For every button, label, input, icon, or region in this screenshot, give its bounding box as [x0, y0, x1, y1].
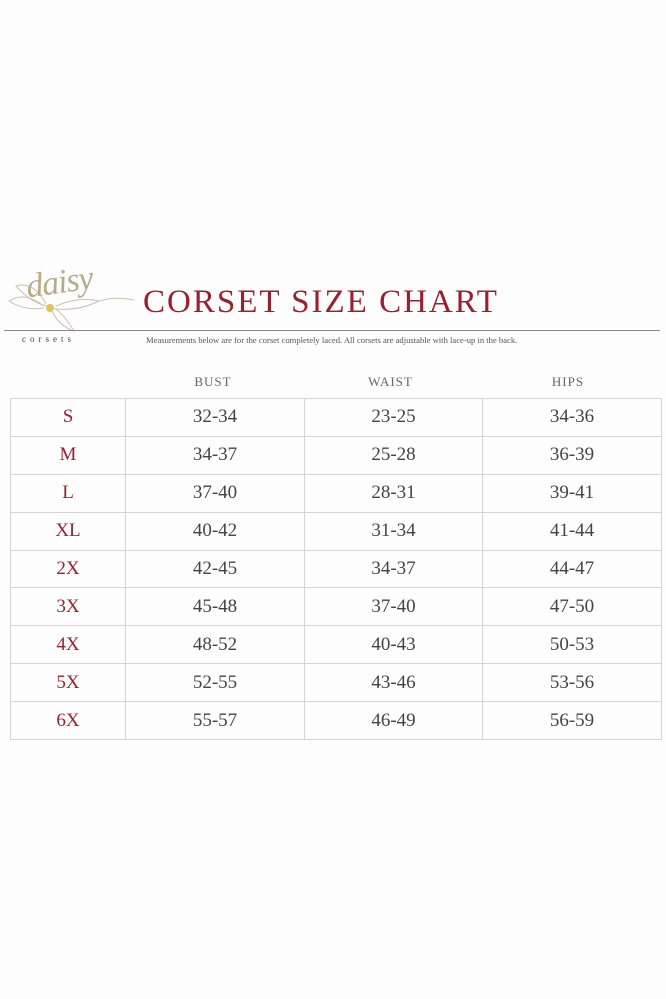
bust-cell: 40-42 — [125, 511, 305, 551]
table-row: 6X 55-57 46-49 56-59 — [10, 701, 662, 741]
logo-subtitle: corsets — [22, 334, 75, 344]
daisy-corsets-logo: daisy corsets — [4, 256, 139, 348]
waist-cell: 43-46 — [304, 663, 483, 703]
table-row: S 32-34 23-25 34-36 — [10, 398, 662, 437]
header-waist: WAIST — [368, 374, 413, 389]
waist-cell: 25-28 — [304, 435, 483, 475]
bust-cell: 52-55 — [125, 663, 305, 703]
subtitle: Measurements below are for the corset co… — [146, 335, 518, 345]
hips-cell: 41-44 — [482, 511, 662, 551]
table-row: 5X 52-55 43-46 53-56 — [10, 663, 662, 703]
size-cell: 3X — [10, 587, 126, 627]
hips-cell: 50-53 — [482, 625, 662, 665]
header-bust: BUST — [194, 374, 232, 389]
hips-cell: 56-59 — [482, 701, 662, 741]
divider — [4, 330, 660, 331]
hips-cell: 39-41 — [482, 473, 662, 513]
size-cell: S — [10, 398, 126, 437]
waist-cell: 46-49 — [304, 701, 483, 741]
size-table: S 32-34 23-25 34-36 M 34-37 25-28 36-39 L 37-40 28… — [10, 398, 662, 741]
bust-cell: 55-57 — [125, 701, 305, 741]
waist-cell: 37-40 — [304, 587, 483, 627]
table-row: L 37-40 28-31 39-41 — [10, 473, 662, 513]
waist-cell: 34-37 — [304, 549, 483, 589]
table-row: M 34-37 25-28 36-39 — [10, 435, 662, 475]
hips-cell: 47-50 — [482, 587, 662, 627]
size-cell: 4X — [10, 625, 126, 665]
table-row: 3X 45-48 37-40 47-50 — [10, 587, 662, 627]
waist-cell: 28-31 — [304, 473, 483, 513]
hips-cell: 34-36 — [482, 398, 662, 437]
waist-cell: 40-43 — [304, 625, 483, 665]
size-cell: 5X — [10, 663, 126, 703]
size-cell: L — [10, 473, 126, 513]
page-title: CORSET SIZE CHART — [143, 284, 499, 320]
size-cell: 6X — [10, 701, 126, 741]
flower-icon — [8, 284, 135, 332]
waist-cell: 31-34 — [304, 511, 483, 551]
hips-cell: 44-47 — [482, 549, 662, 589]
size-cell: M — [10, 435, 126, 475]
hips-cell: 36-39 — [482, 435, 662, 475]
bust-cell: 42-45 — [125, 549, 305, 589]
table-row: XL 40-42 31-34 41-44 — [10, 511, 662, 551]
hips-cell: 53-56 — [482, 663, 662, 703]
bust-cell: 48-52 — [125, 625, 305, 665]
bust-cell: 37-40 — [125, 473, 305, 513]
waist-cell: 23-25 — [304, 398, 483, 437]
size-cell: 2X — [10, 549, 126, 589]
table-row: 2X 42-45 34-37 44-47 — [10, 549, 662, 589]
bust-cell: 34-37 — [125, 435, 305, 475]
header-hips: HIPS — [551, 374, 585, 389]
size-cell: XL — [10, 511, 126, 551]
bust-cell: 32-34 — [125, 398, 305, 437]
bust-cell: 45-48 — [125, 587, 305, 627]
table-row: 4X 48-52 40-43 50-53 — [10, 625, 662, 665]
